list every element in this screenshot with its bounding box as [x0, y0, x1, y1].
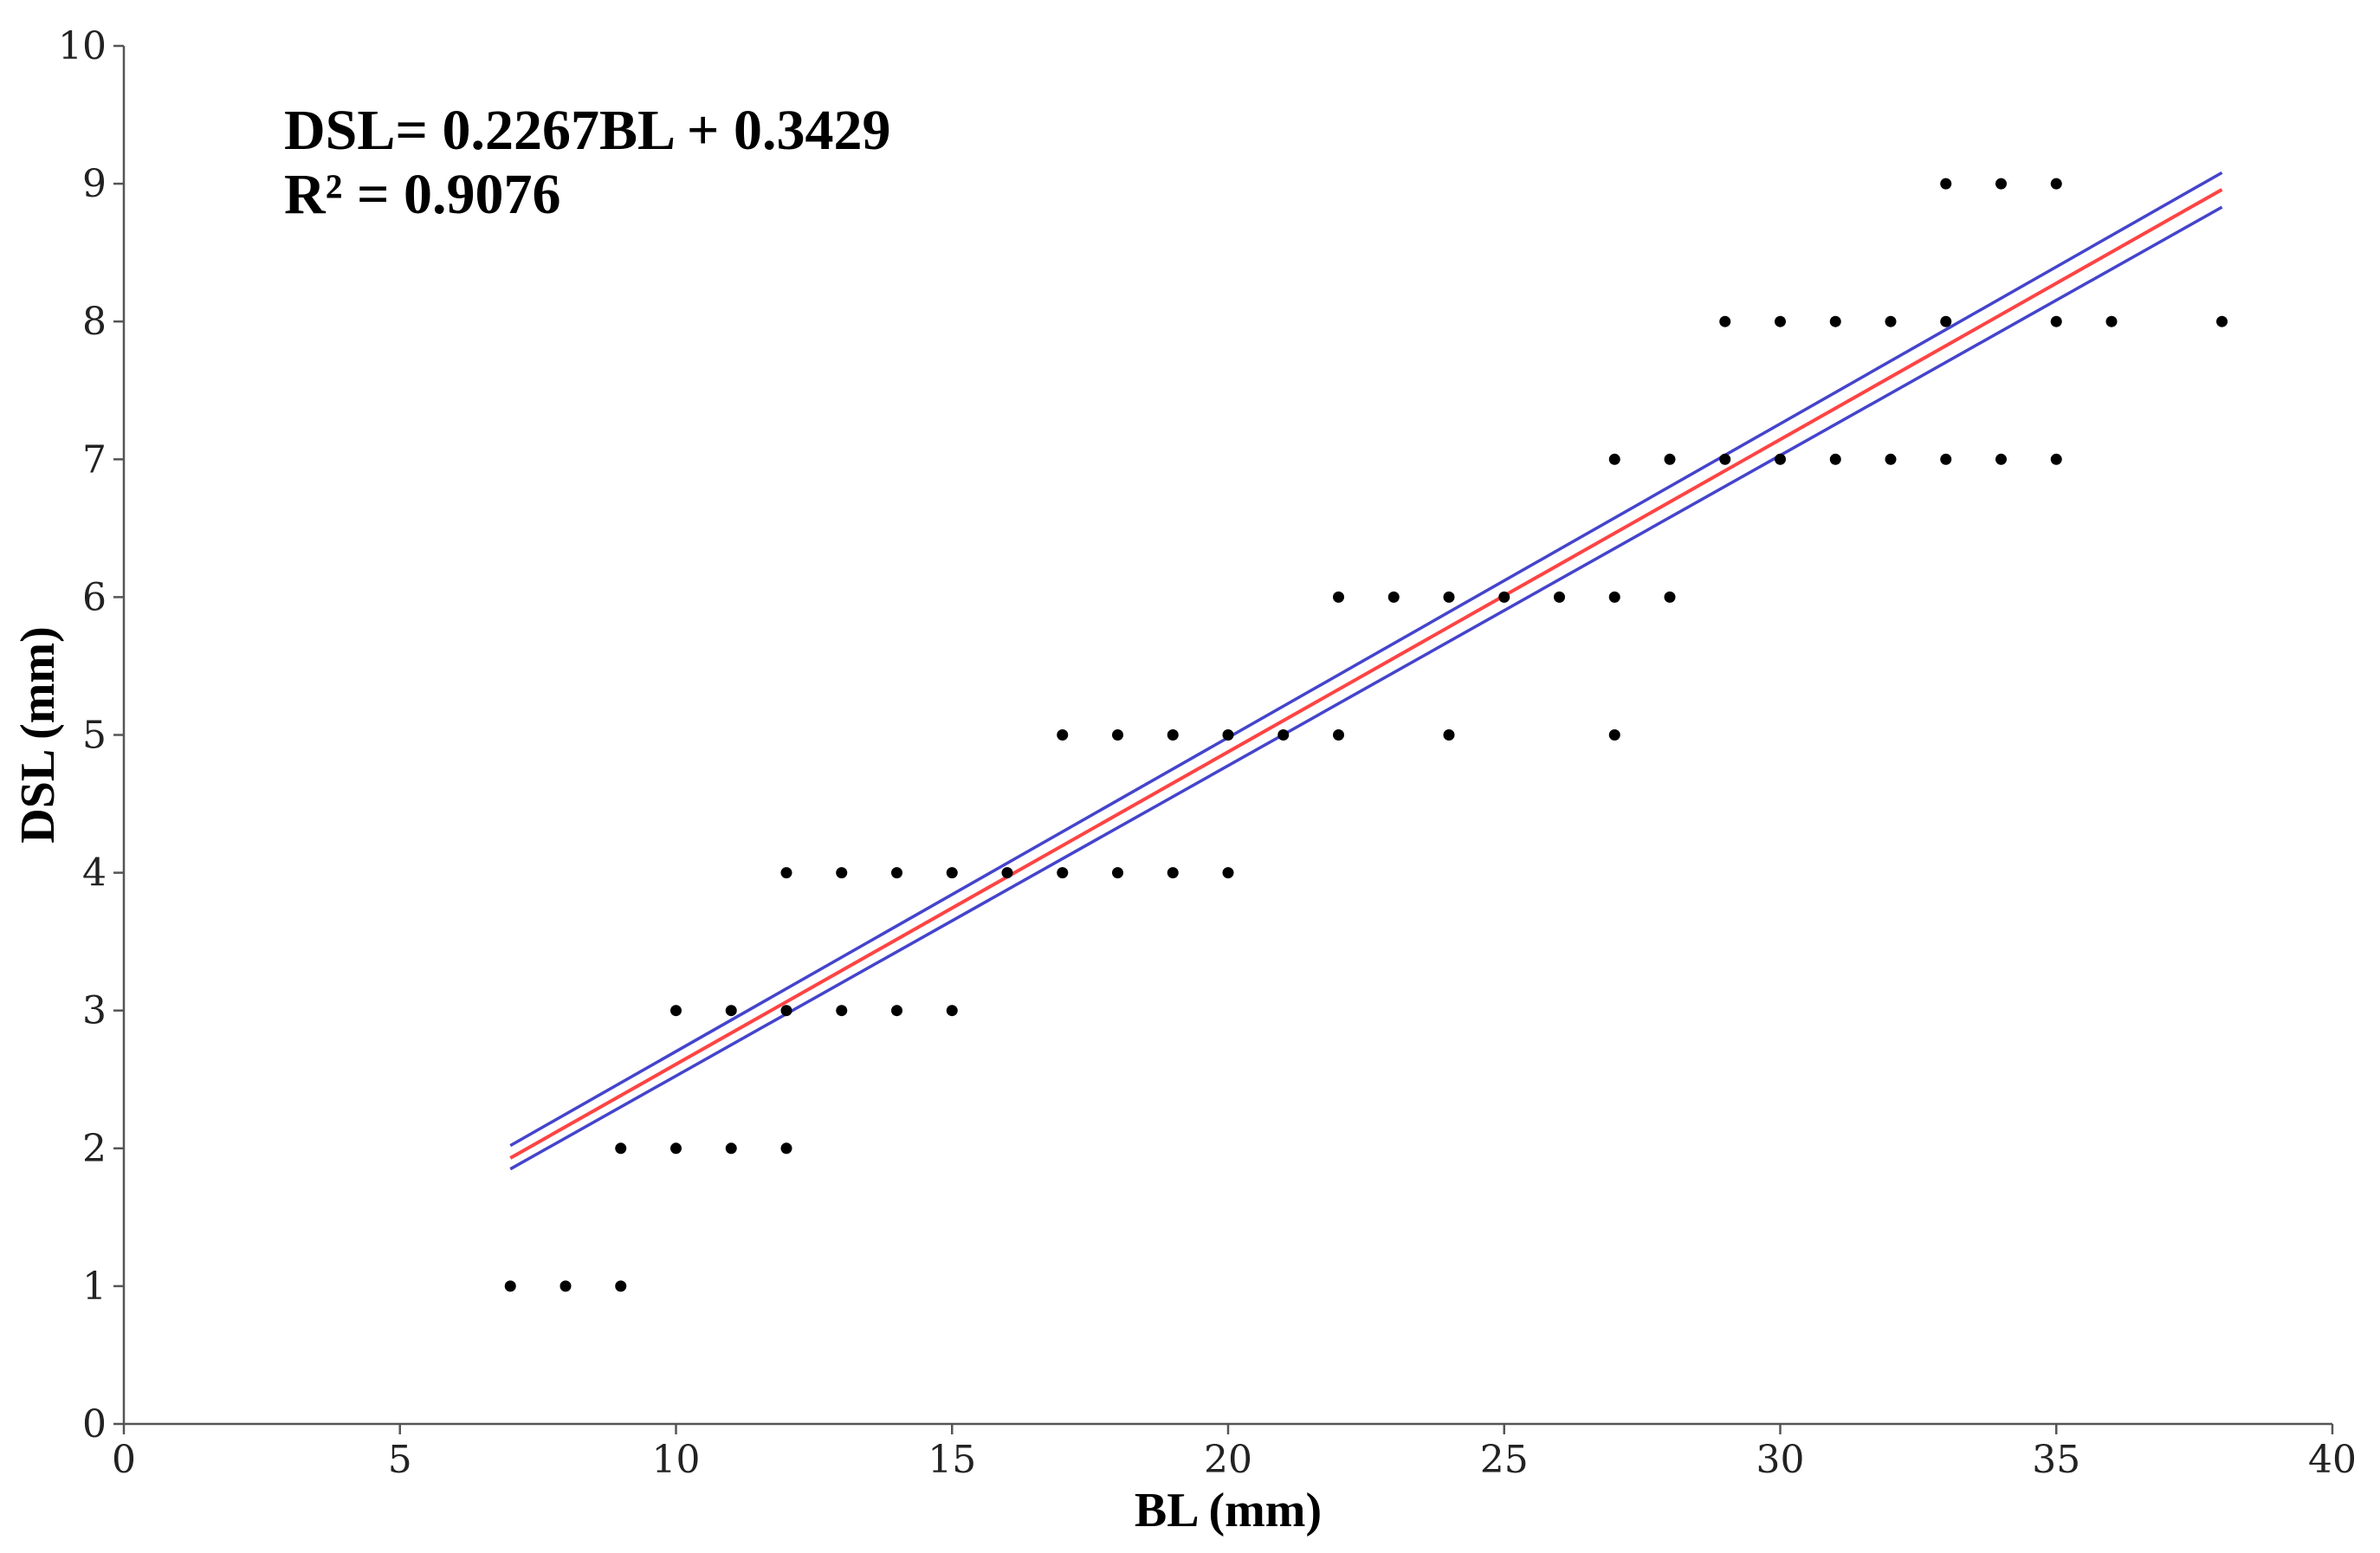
y-tick-label: 4 [82, 851, 107, 896]
data-point [1057, 867, 1069, 879]
x-tick-label: 40 [2308, 1438, 2357, 1482]
data-point [891, 867, 902, 879]
data-point [1443, 729, 1455, 741]
x-tick-label: 5 [388, 1438, 412, 1482]
x-tick-label: 20 [1204, 1438, 1252, 1482]
data-point [615, 1142, 627, 1155]
data-point [2050, 178, 2062, 190]
data-point [1829, 453, 1841, 465]
regression-line [509, 188, 2223, 1160]
data-point [891, 1005, 902, 1017]
data-point [1775, 315, 1786, 327]
data-point [615, 1280, 627, 1292]
data-point [1664, 453, 1676, 465]
data-point [1112, 729, 1123, 741]
y-tick-label: 3 [82, 989, 107, 1033]
data-point [1608, 591, 1620, 603]
data-point [946, 867, 958, 879]
y-tick-label: 10 [58, 24, 107, 68]
data-point [780, 867, 792, 879]
data-point [1829, 315, 1841, 327]
x-tick-label: 25 [1480, 1438, 1529, 1482]
data-point [1222, 867, 1234, 879]
data-point [1885, 315, 1897, 327]
regression-equation: DSL= 0.2267BL + 0.3429 [284, 99, 891, 162]
data-point [780, 1005, 792, 1017]
data-point [1057, 729, 1069, 741]
x-axis-title: BL (mm) [1135, 1484, 1322, 1537]
y-tick-label: 8 [82, 300, 107, 344]
data-point [504, 1280, 516, 1292]
ticks: 0 5 10 15 20 25 30 35 40 0 1 2 3 4 5 6 7 8 9 10 [58, 24, 2357, 1482]
data-point [725, 1005, 737, 1017]
data-point [1167, 867, 1179, 879]
data-point [1498, 591, 1510, 603]
data-point [670, 1142, 682, 1155]
x-tick-label: 0 [112, 1438, 136, 1482]
data-point [559, 1280, 572, 1292]
y-tick-label: 6 [82, 575, 107, 619]
data-point [1167, 729, 1179, 741]
data-point [2105, 315, 2118, 327]
y-tick-label: 2 [82, 1127, 107, 1171]
data-point [1001, 867, 1013, 879]
confidence-lower-line [509, 205, 2223, 1171]
x-tick-label: 35 [2032, 1438, 2080, 1482]
data-point [1719, 315, 1731, 327]
x-tick-label: 15 [928, 1438, 976, 1482]
confidence-band [509, 171, 2223, 1171]
data-point [836, 1005, 848, 1017]
data-point [1995, 453, 2007, 465]
data-point [1940, 178, 1952, 190]
data-point [1387, 591, 1400, 603]
y-tick-label: 9 [82, 162, 107, 206]
data-point [1112, 867, 1123, 879]
data-point [836, 867, 848, 879]
regression-line-group [509, 188, 2223, 1160]
data-point [1333, 729, 1344, 741]
data-point [1333, 591, 1344, 603]
data-point [780, 1142, 792, 1155]
y-tick-label: 0 [82, 1402, 107, 1446]
confidence-upper-line [509, 171, 2223, 1148]
data-point [1940, 453, 1952, 465]
data-point [2050, 315, 2062, 327]
data-point [670, 1005, 682, 1017]
data-point [1222, 729, 1234, 741]
y-tick-label: 5 [82, 714, 107, 758]
data-point [2216, 315, 2228, 327]
r-squared-value: R² = 0.9076 [284, 163, 561, 226]
data-point [1443, 591, 1455, 603]
data-point [725, 1142, 737, 1155]
y-axis-title: DSL (mm) [11, 626, 65, 843]
data-point [1885, 453, 1897, 465]
x-tick-label: 30 [1756, 1438, 1805, 1482]
data-point [946, 1005, 958, 1017]
data-point [1940, 315, 1952, 327]
data-point [1277, 729, 1290, 741]
data-point [1719, 453, 1731, 465]
data-point [1608, 453, 1620, 465]
data-point [2050, 453, 2062, 465]
y-tick-label: 1 [82, 1265, 107, 1309]
data-point [1554, 591, 1565, 603]
data-points [504, 178, 2228, 1292]
x-tick-label: 10 [652, 1438, 701, 1482]
y-tick-label: 7 [82, 437, 107, 482]
data-point [1775, 453, 1786, 465]
data-point [1608, 729, 1620, 741]
data-point [1995, 178, 2007, 190]
data-point [1664, 591, 1676, 603]
